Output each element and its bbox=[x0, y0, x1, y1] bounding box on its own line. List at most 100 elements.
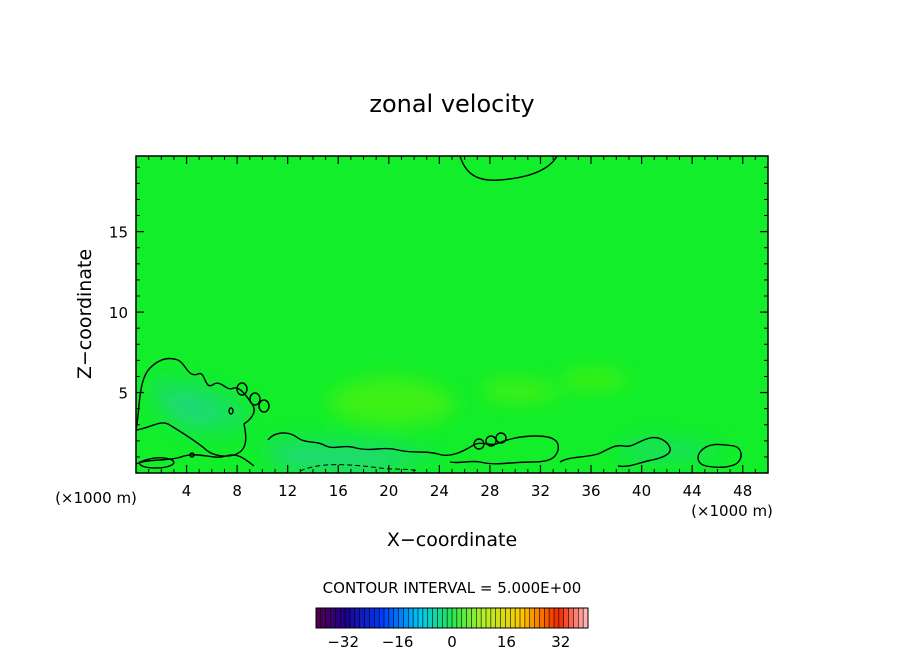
colorbar-cell bbox=[515, 608, 521, 628]
colorbar-cell bbox=[486, 608, 492, 628]
colorbar-cell bbox=[335, 608, 341, 628]
colorbar-cell bbox=[369, 608, 375, 628]
colorbar-cell bbox=[534, 608, 540, 628]
x-tick-label: 36 bbox=[581, 482, 600, 500]
y-tick-label: 10 bbox=[109, 304, 128, 322]
colorbar-cell bbox=[388, 608, 395, 628]
colorbar-cell bbox=[325, 608, 331, 628]
colorbar-tick-label: −16 bbox=[382, 633, 414, 651]
colorbar-frame bbox=[315, 607, 589, 629]
colorbar-tick-label: 0 bbox=[447, 633, 457, 651]
colorbar-cell bbox=[524, 608, 531, 628]
shading-patch bbox=[170, 394, 222, 420]
x-tick-label: 8 bbox=[232, 482, 242, 500]
contour-line bbox=[228, 407, 234, 415]
x-tick-label: 28 bbox=[480, 482, 499, 500]
colorbar-cell bbox=[403, 608, 409, 628]
x-tick-label: 44 bbox=[683, 482, 702, 500]
x-tick-label: 12 bbox=[278, 482, 297, 500]
x-tick-label: 24 bbox=[430, 482, 449, 500]
y-tick-label: 15 bbox=[109, 224, 128, 242]
x-unit-right: (×1000 m) bbox=[691, 502, 773, 520]
colorbar-cell bbox=[364, 608, 370, 628]
contour-line bbox=[189, 452, 195, 458]
colorbar-cell bbox=[432, 608, 438, 628]
x-tick-label: 32 bbox=[531, 482, 550, 500]
colorbar-cell bbox=[490, 608, 497, 628]
contour-line bbox=[139, 457, 175, 469]
x-tick-label: 16 bbox=[329, 482, 348, 500]
colorbar-cell bbox=[442, 608, 448, 628]
colorbar-cell bbox=[549, 608, 555, 628]
colorbar-tick-label: 16 bbox=[497, 633, 516, 651]
colorbar-cell bbox=[374, 608, 380, 628]
colorbar-cell bbox=[408, 608, 414, 628]
colorbar-cell bbox=[316, 608, 322, 628]
contour-line bbox=[136, 357, 255, 457]
y-axis: 5 10 15 bbox=[109, 166, 768, 458]
colorbar-cell bbox=[471, 608, 477, 628]
colorbar-cell bbox=[350, 608, 356, 628]
x-unit-left: (×1000 m) bbox=[55, 489, 137, 507]
colorbar-cell bbox=[320, 608, 327, 628]
contour-line bbox=[249, 392, 261, 406]
colorbar-cell bbox=[330, 608, 336, 628]
colorbar-cell bbox=[481, 608, 487, 628]
x-axis-label: X−coordinate bbox=[387, 529, 517, 551]
shading-patch bbox=[560, 368, 630, 390]
colorbar-cell bbox=[398, 608, 404, 628]
y-tick-label: 5 bbox=[118, 385, 128, 403]
x-axis: 4 8 12 16 20 24 28 32 36 40 44 48 bbox=[148, 156, 756, 500]
colorbar-cell bbox=[384, 608, 390, 628]
colorbar-cell bbox=[539, 608, 545, 628]
colorbar-cell bbox=[340, 608, 346, 628]
contour-line-dashed bbox=[299, 464, 419, 472]
contour-line bbox=[136, 454, 255, 467]
colorbar-cell bbox=[495, 608, 501, 628]
contour-line bbox=[485, 435, 497, 447]
contour-line bbox=[459, 156, 558, 181]
contour-line bbox=[559, 436, 671, 468]
chart-title: zonal velocity bbox=[369, 90, 534, 118]
colorbar-tick-label: 32 bbox=[551, 633, 570, 651]
colorbar-cell bbox=[413, 608, 419, 628]
colorbar-cell bbox=[379, 608, 385, 628]
colorbar-ticks: −32 −16 0 16 32 bbox=[327, 633, 570, 651]
colorbar-cell bbox=[520, 608, 526, 628]
colorbar-cell bbox=[544, 608, 550, 628]
colorbar-cell bbox=[447, 608, 453, 628]
colorbar-cell bbox=[529, 608, 535, 628]
y-axis-label: Z−coordinate bbox=[74, 249, 96, 379]
shading-patch bbox=[280, 451, 410, 471]
colorbar-cell bbox=[437, 608, 443, 628]
contour-line bbox=[495, 432, 507, 444]
colorbar-cell bbox=[510, 608, 516, 628]
colorbar-cell bbox=[461, 608, 467, 628]
colorbar-cell bbox=[354, 608, 361, 628]
contour-line bbox=[258, 399, 270, 413]
colorbar-cell bbox=[500, 608, 506, 628]
contour-line bbox=[236, 382, 248, 396]
plot-area bbox=[136, 156, 768, 473]
colorbar-cell bbox=[573, 608, 579, 628]
contour-line bbox=[697, 443, 742, 469]
x-tick-label: 48 bbox=[733, 482, 752, 500]
colorbar-cell bbox=[456, 608, 463, 628]
x-tick-label: 40 bbox=[632, 482, 651, 500]
colorbar-cell bbox=[418, 608, 424, 628]
colorbar-cell bbox=[466, 608, 472, 628]
contour-interval: CONTOUR INTERVAL = 5.000E+00 bbox=[323, 579, 582, 597]
colorbar-cell bbox=[345, 608, 351, 628]
colorbar-cell bbox=[476, 608, 482, 628]
shading-patch bbox=[327, 376, 455, 426]
shading-patch bbox=[480, 378, 560, 403]
contour-line bbox=[473, 438, 485, 450]
colorbar-cell bbox=[427, 608, 433, 628]
colorbar-cell bbox=[422, 608, 429, 628]
contour-line bbox=[267, 432, 559, 465]
x-tick-label: 4 bbox=[182, 482, 192, 500]
colorbar-cell bbox=[563, 608, 569, 628]
colorbar-tick-label: −32 bbox=[327, 633, 359, 651]
x-tick-label: 20 bbox=[379, 482, 398, 500]
colorbar-cell bbox=[452, 608, 458, 628]
